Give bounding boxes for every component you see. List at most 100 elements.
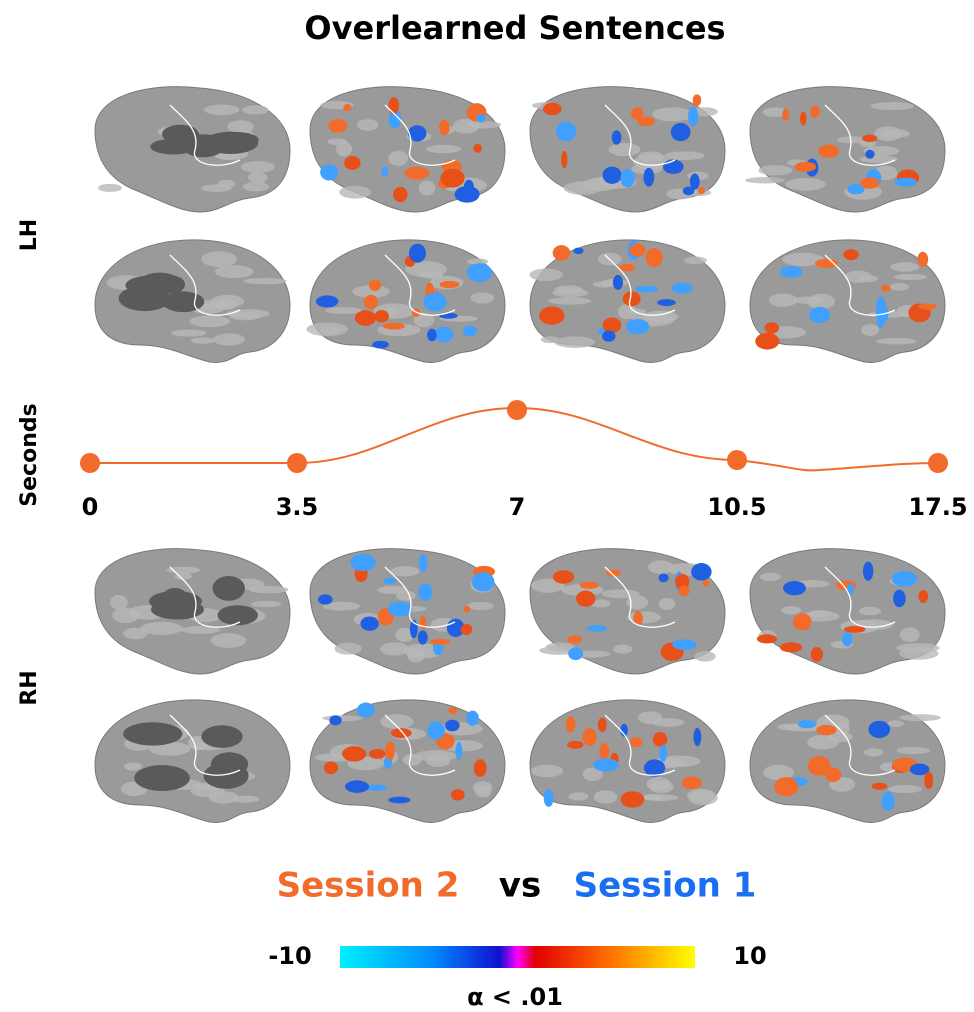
sulcus: [890, 262, 920, 272]
activation: [320, 164, 339, 181]
roi-outline: [169, 254, 241, 316]
activation: [658, 573, 669, 583]
activation: [909, 763, 930, 776]
roi-outline: [824, 566, 896, 628]
timepoint-marker: [507, 400, 527, 420]
activation: [862, 561, 874, 581]
sulcus: [306, 322, 349, 337]
activation: [779, 642, 803, 653]
activation: [862, 134, 878, 143]
sulcus: [863, 748, 884, 757]
activation: [430, 638, 450, 645]
timepoint-label: 3.5: [276, 493, 319, 521]
sulcus: [688, 790, 718, 806]
brain: [529, 86, 726, 213]
timepoint-label: 17.5: [908, 493, 967, 521]
activation: [794, 161, 817, 172]
roi-outline: [824, 714, 896, 776]
activation: [445, 719, 460, 732]
activation: [417, 630, 428, 645]
roi-outline: [824, 104, 896, 166]
sulcus: [339, 185, 372, 199]
row-label: LH: [17, 219, 42, 251]
sulcus: [242, 105, 269, 115]
activation: [552, 570, 575, 584]
activation: [438, 120, 450, 136]
sulcus: [582, 767, 603, 782]
activation: [388, 108, 401, 129]
activation: [626, 319, 650, 335]
activation: [343, 104, 352, 112]
sulcus: [418, 180, 436, 196]
activation: [568, 647, 584, 661]
activation: [388, 796, 411, 804]
sulcus: [110, 594, 128, 610]
activation: [631, 107, 644, 120]
sulcus: [854, 619, 894, 631]
activation: [382, 322, 406, 330]
activation: [779, 266, 803, 278]
activation: [816, 724, 837, 736]
activation: [682, 186, 695, 196]
sulcus: [171, 329, 207, 337]
sulcus: [592, 281, 615, 288]
activation: [764, 322, 780, 334]
activation: [678, 585, 690, 596]
colorbar-min: -10: [268, 942, 311, 970]
activation: [893, 589, 906, 608]
sulcus: [763, 764, 794, 781]
sulcus: [651, 718, 685, 727]
brain: [94, 548, 291, 675]
sulcus: [887, 785, 923, 794]
activation: [815, 258, 839, 268]
activation: [329, 715, 342, 726]
sulcus: [201, 251, 237, 267]
brain: [749, 239, 946, 363]
activation: [323, 761, 339, 775]
timepoint-marker: [287, 453, 307, 473]
sulcus: [214, 265, 254, 279]
sulcus: [608, 142, 641, 157]
activation: [455, 741, 463, 760]
activation: [918, 590, 929, 604]
sulcus: [210, 633, 247, 648]
sulcus: [886, 720, 904, 728]
activation: [408, 243, 427, 263]
sulcus: [785, 177, 826, 191]
activation: [381, 166, 389, 177]
activation: [657, 299, 676, 307]
activation: [463, 179, 474, 195]
brain: [749, 548, 946, 675]
sulcus: [352, 285, 390, 298]
activation: [670, 122, 691, 142]
brain: [309, 548, 506, 675]
sulcus: [530, 764, 564, 778]
sulcus: [226, 309, 270, 319]
sulcus: [554, 336, 596, 348]
activation: [860, 177, 880, 189]
activation: [597, 717, 607, 733]
activation: [843, 249, 859, 261]
activation: [841, 631, 853, 647]
activation: [427, 328, 437, 342]
sulcus: [324, 307, 362, 314]
region: [123, 722, 183, 746]
sulcus: [589, 599, 611, 608]
activation: [466, 263, 493, 283]
activation: [774, 777, 799, 797]
activation: [672, 639, 697, 650]
sulcus: [859, 606, 882, 616]
activation: [543, 102, 562, 116]
activation: [539, 306, 565, 325]
activation: [393, 186, 408, 203]
activation: [404, 166, 430, 180]
activation: [593, 758, 619, 772]
activation: [620, 169, 635, 188]
activation: [756, 634, 777, 644]
sulcus: [899, 714, 941, 722]
axis-label: Seconds: [17, 403, 42, 506]
activation: [691, 563, 712, 581]
sulcus: [232, 795, 260, 803]
roi-outline: [384, 104, 456, 166]
activation: [881, 791, 895, 811]
